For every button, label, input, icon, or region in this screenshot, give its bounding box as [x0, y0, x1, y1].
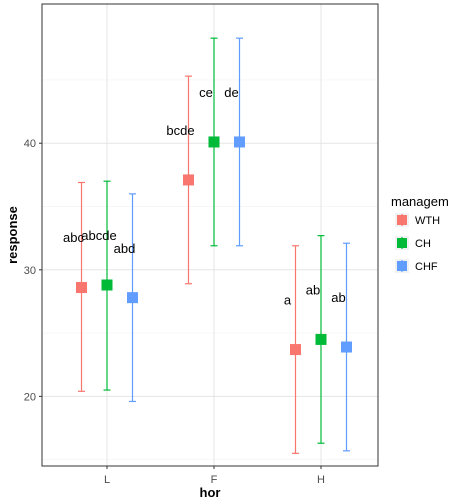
legend-key-chf — [397, 261, 407, 271]
point-ch-l — [101, 279, 113, 291]
point-layer — [76, 136, 352, 356]
group-letter-ch-h: ab — [306, 283, 320, 298]
legend-title: managem — [391, 194, 449, 209]
letter-layer: abc bcde a abcde ce ab abd de ab — [63, 85, 346, 308]
legend-key-ch — [397, 238, 407, 248]
x-tick-label: H — [317, 474, 325, 486]
group-letter-chf-h: ab — [331, 290, 345, 305]
point-ch-h — [315, 333, 327, 345]
point-wth-f — [183, 174, 194, 186]
legend-label-wth: WTH — [415, 215, 440, 227]
point-chf-l — [127, 292, 138, 304]
x-axis-title: hor — [200, 485, 221, 500]
legend-label-chf: CHF — [415, 261, 438, 273]
group-letter-wth-l: abc — [63, 230, 84, 245]
panel-background — [41, 3, 379, 467]
point-ch-f — [208, 136, 220, 148]
y-tick-label: 30 — [24, 265, 36, 277]
point-wth-l — [76, 282, 87, 294]
x-tick-label: F — [211, 474, 218, 486]
legend: managem WTH CH CHF — [391, 194, 449, 273]
panel-border — [41, 3, 379, 467]
group-letter-chf-f: de — [224, 85, 238, 100]
group-letter-ch-l: abcde — [81, 228, 116, 243]
point-chf-f — [234, 136, 245, 148]
legend-key-wth — [397, 215, 407, 225]
y-tick-label: 20 — [24, 391, 36, 403]
y-axis-title: response — [5, 206, 20, 264]
group-letter-chf-l: abd — [114, 241, 136, 256]
point-wth-h — [290, 344, 301, 356]
x-tick-label: L — [104, 474, 110, 486]
group-letter-wth-h: a — [284, 293, 292, 308]
point-chf-h — [341, 341, 352, 353]
y-tick-label: 40 — [24, 138, 36, 150]
group-letter-wth-f: bcde — [166, 123, 194, 138]
group-letter-ch-f: ce — [199, 85, 213, 100]
axis-layer: 20 30 40 L F H — [24, 138, 325, 486]
legend-label-ch: CH — [415, 238, 431, 250]
